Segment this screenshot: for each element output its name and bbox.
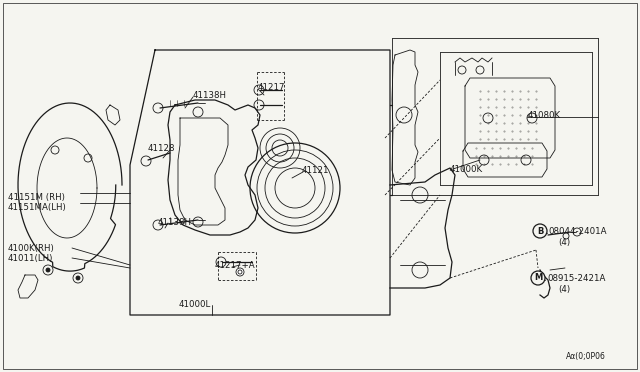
Circle shape <box>533 224 547 238</box>
Text: 08044-2401A: 08044-2401A <box>548 227 607 236</box>
Text: 41151M (RH): 41151M (RH) <box>8 193 65 202</box>
Text: 41080K: 41080K <box>528 111 561 120</box>
Text: 41138H: 41138H <box>158 218 192 227</box>
Text: 41121: 41121 <box>302 166 330 175</box>
Text: 41128: 41128 <box>148 144 175 153</box>
Circle shape <box>46 268 50 272</box>
Text: 41217+A: 41217+A <box>215 261 255 270</box>
Circle shape <box>531 271 545 285</box>
Text: 41138H: 41138H <box>193 91 227 100</box>
Text: (4): (4) <box>558 285 570 294</box>
Text: 41217: 41217 <box>258 83 285 92</box>
Circle shape <box>76 276 80 280</box>
Text: (4): (4) <box>558 238 570 247</box>
Text: 08915-2421A: 08915-2421A <box>547 274 605 283</box>
Text: Aα(0;0P06: Aα(0;0P06 <box>566 352 606 361</box>
Circle shape <box>236 268 244 276</box>
Text: 41000K: 41000K <box>450 165 483 174</box>
Text: 41151MA(LH): 41151MA(LH) <box>8 203 67 212</box>
Text: 41011(LH): 41011(LH) <box>8 254 53 263</box>
Text: B: B <box>537 227 543 235</box>
Text: M: M <box>534 273 542 282</box>
Text: 41000L: 41000L <box>179 300 211 309</box>
Text: 4100K(RH): 4100K(RH) <box>8 244 55 253</box>
